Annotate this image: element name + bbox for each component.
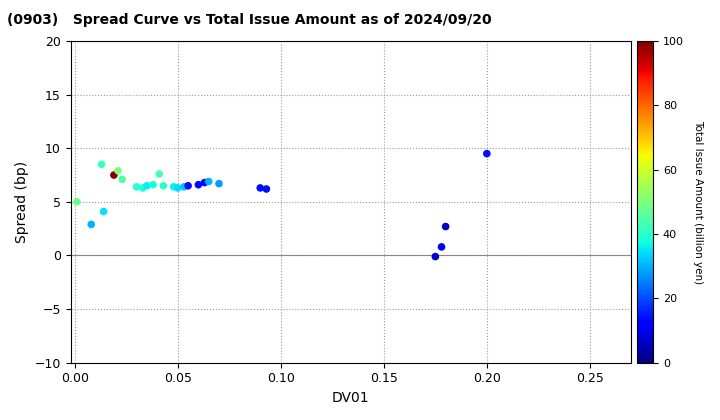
Point (261, 186, 272, 192)
Point (481, 150, 492, 157)
Point (112, 168, 124, 174)
Y-axis label: Total Issue Amount (billion yen): Total Issue Amount (billion yen) (693, 120, 703, 284)
Point (436, 244, 447, 250)
Point (153, 171, 165, 177)
Point (430, 253, 441, 260)
Point (199, 179, 210, 186)
Point (172, 184, 184, 191)
Point (254, 184, 266, 191)
Point (182, 182, 194, 189)
Point (96, 161, 107, 168)
Point (179, 184, 190, 190)
Point (131, 184, 143, 190)
Point (213, 180, 225, 187)
Point (98, 208, 109, 215)
Point (108, 172, 120, 178)
Point (158, 182, 169, 189)
Point (203, 178, 215, 185)
Y-axis label: Spread (bp): Spread (bp) (15, 161, 29, 243)
Point (141, 182, 153, 189)
Point (168, 184, 179, 190)
Point (148, 181, 159, 188)
Point (137, 184, 148, 191)
X-axis label: DV01: DV01 (332, 391, 369, 405)
Point (193, 181, 204, 188)
Point (71, 199, 83, 205)
Point (440, 223, 451, 230)
Point (117, 176, 128, 183)
Point (86, 221, 97, 228)
Text: (0903)   Spread Curve vs Total Issue Amount as of 2024/09/20: (0903) Spread Curve vs Total Issue Amoun… (7, 13, 492, 26)
